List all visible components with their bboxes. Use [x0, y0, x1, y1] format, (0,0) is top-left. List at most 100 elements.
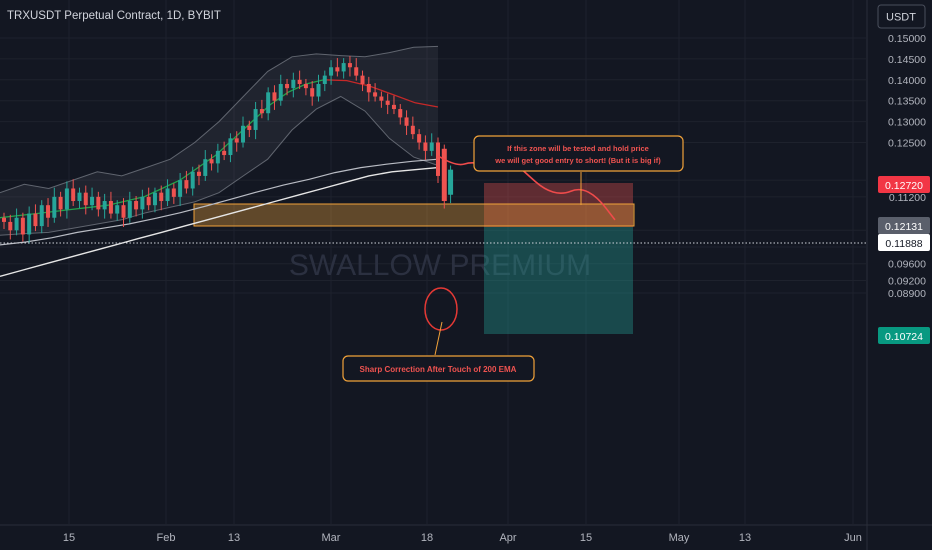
candle-body[interactable]: [115, 205, 120, 214]
price-tag-stop: 0.10724: [878, 327, 930, 344]
zone-note-box[interactable]: [473, 135, 684, 172]
candle-body[interactable]: [303, 83, 308, 89]
candle-body[interactable]: [64, 188, 69, 210]
price-tag-last-text: 0.11888: [885, 238, 922, 250]
candle-body[interactable]: [46, 205, 51, 218]
candle-body[interactable]: [134, 201, 139, 210]
candle-body[interactable]: [417, 134, 422, 143]
candle-body[interactable]: [410, 125, 415, 135]
price-tag-entry: 0.12131: [878, 217, 930, 234]
take-profit-box[interactable]: [484, 227, 633, 334]
candle-body[interactable]: [20, 217, 25, 235]
candle-body[interactable]: [222, 150, 227, 156]
resistance-zone[interactable]: [193, 203, 635, 227]
candle-body[interactable]: [102, 201, 107, 210]
time-tick-label: 13: [228, 532, 240, 544]
candle-body[interactable]: [241, 125, 246, 143]
candle-body[interactable]: [285, 83, 290, 89]
candle-body[interactable]: [335, 67, 340, 72]
candle-body[interactable]: [83, 192, 88, 206]
candle-body[interactable]: [379, 96, 384, 101]
candle-body[interactable]: [33, 213, 38, 227]
candle-body[interactable]: [316, 83, 321, 97]
time-tick-label: 13: [739, 532, 751, 544]
candle-body[interactable]: [278, 83, 283, 101]
candle-body[interactable]: [108, 201, 113, 214]
candle-body[interactable]: [8, 221, 13, 231]
candle-body[interactable]: [178, 180, 183, 197]
candle-body[interactable]: [196, 171, 201, 176]
price-tick-label: 0.09200: [888, 275, 926, 287]
candle-body[interactable]: [215, 150, 220, 164]
bollinger-band-area: [0, 46, 438, 236]
candle-body[interactable]: [52, 196, 57, 218]
candle-body[interactable]: [341, 63, 346, 72]
candle-body[interactable]: [121, 205, 126, 218]
candle-body[interactable]: [404, 117, 409, 126]
price-tick-label: 0.14500: [888, 54, 926, 66]
candle-body[interactable]: [234, 138, 239, 143]
candle-body[interactable]: [228, 138, 233, 156]
watermark: SWALLOW PREMIUM: [289, 249, 591, 282]
candle-body[interactable]: [14, 217, 19, 231]
candle-body[interactable]: [366, 83, 371, 93]
candle-body[interactable]: [329, 67, 334, 76]
candle-body[interactable]: [165, 188, 170, 202]
candle-body[interactable]: [322, 75, 327, 84]
candle-body[interactable]: [354, 67, 359, 76]
candle-body[interactable]: [159, 192, 164, 202]
candle-body[interactable]: [385, 100, 390, 105]
candle-body[interactable]: [259, 109, 264, 114]
stop-loss-box[interactable]: [484, 183, 633, 227]
candle-body[interactable]: [209, 159, 214, 164]
candle-body[interactable]: [184, 180, 189, 189]
candle-body[interactable]: [96, 196, 101, 210]
candle-body[interactable]: [140, 196, 145, 210]
candle-body[interactable]: [360, 75, 365, 84]
price-tick-label: 0.13500: [888, 96, 926, 108]
candle-body[interactable]: [423, 142, 428, 151]
price-axis-pane[interactable]: [867, 0, 932, 525]
candle-body[interactable]: [310, 88, 315, 97]
candle-body[interactable]: [203, 159, 208, 176]
candle-body[interactable]: [441, 148, 447, 202]
currency-button[interactable]: USDT: [877, 4, 926, 29]
candle-body[interactable]: [2, 217, 6, 222]
candle-body[interactable]: [398, 109, 403, 118]
candle-body[interactable]: [436, 142, 440, 176]
candle-body[interactable]: [77, 192, 82, 202]
candle-body[interactable]: [146, 196, 151, 206]
zone-note-line-2: we will get good entry to short! (But it…: [494, 156, 661, 165]
candle-body[interactable]: [291, 79, 296, 89]
candle-body[interactable]: [373, 92, 378, 97]
candle-body[interactable]: [448, 169, 454, 195]
candle-body[interactable]: [297, 79, 302, 84]
price-tick-label: 0.14000: [888, 75, 926, 87]
candle-body[interactable]: [266, 92, 271, 114]
time-tick-label: May: [669, 532, 690, 544]
candle-body[interactable]: [58, 196, 63, 210]
price-tag-target: 0.12720: [878, 176, 930, 193]
candle-body[interactable]: [27, 213, 32, 235]
candle-body[interactable]: [347, 63, 352, 68]
time-tick-label: 15: [63, 532, 75, 544]
candle-body[interactable]: [272, 92, 277, 101]
candle-body[interactable]: [391, 104, 396, 110]
candle-body[interactable]: [127, 201, 132, 218]
candlestick-series[interactable]: [2, 55, 454, 244]
candle-body[interactable]: [429, 142, 434, 151]
time-tick-label: Apr: [499, 532, 516, 544]
candle-body[interactable]: [71, 188, 76, 202]
candle-body[interactable]: [171, 188, 176, 197]
candle-body[interactable]: [90, 196, 95, 206]
price-tick-label: 0.13000: [888, 117, 926, 129]
candle-body[interactable]: [253, 109, 258, 130]
candle-body[interactable]: [190, 171, 195, 189]
candle-body[interactable]: [247, 125, 252, 130]
ema-note-box[interactable]: [342, 355, 535, 382]
candle-body[interactable]: [152, 192, 157, 206]
candle-body[interactable]: [39, 205, 44, 227]
price-tick-label: 0.11200: [889, 192, 926, 204]
